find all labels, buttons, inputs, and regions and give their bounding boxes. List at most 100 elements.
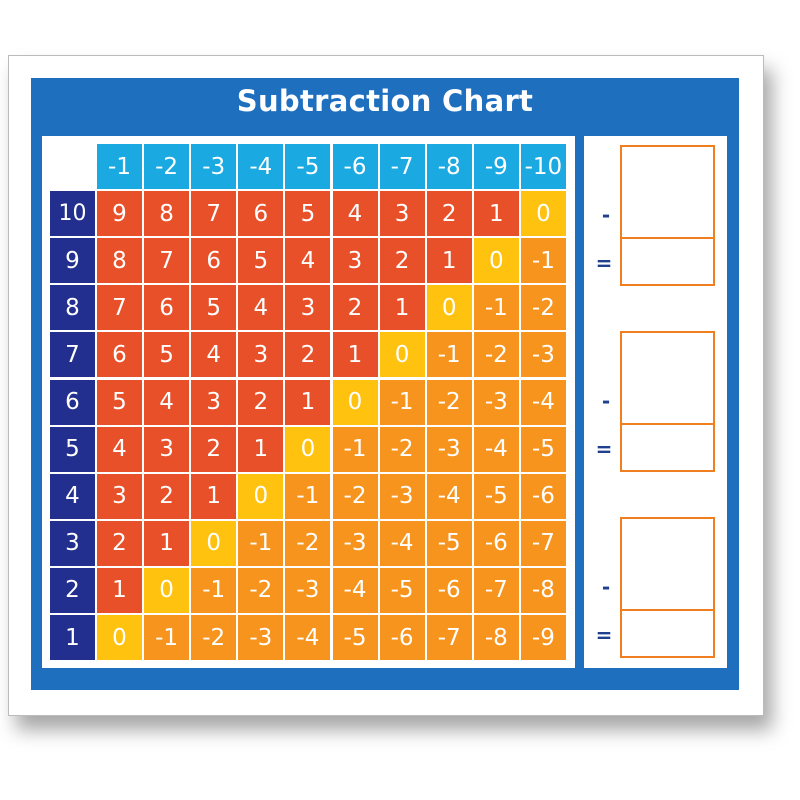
- answer-box[interactable]: [620, 378, 715, 425]
- grid-cell: 1: [144, 520, 190, 566]
- grid-cell: -2: [285, 520, 331, 566]
- grid-cell: 0: [520, 191, 566, 237]
- grid-cell: 4: [238, 285, 284, 331]
- row-header: 3: [50, 520, 95, 566]
- grid-cell: 0: [191, 520, 237, 566]
- grid-cell: -3: [285, 567, 331, 613]
- grid-cell: 2: [426, 191, 472, 237]
- grid-cell: 6: [238, 191, 284, 237]
- row-header: 6: [50, 379, 95, 425]
- grid-cell: -4: [473, 426, 519, 472]
- grid-cell: 2: [238, 379, 284, 425]
- grid-cell: 0: [285, 426, 331, 472]
- answer-box[interactable]: [620, 192, 715, 239]
- grid-cell: 4: [144, 379, 190, 425]
- grid-cell: 0: [332, 379, 378, 425]
- answer-box[interactable]: [620, 239, 715, 286]
- grid-cell: -7: [426, 615, 472, 660]
- grid-cell: 8: [97, 238, 142, 284]
- grid-cell: 1: [97, 567, 142, 613]
- grid-cell: 2: [97, 520, 142, 566]
- grid-cell: -1: [285, 473, 331, 519]
- row-header: 9: [50, 238, 95, 284]
- minus-sign: -: [601, 203, 611, 227]
- answer-box[interactable]: [620, 517, 715, 566]
- grid-cell: 1: [379, 285, 425, 331]
- row-header: 5: [50, 426, 95, 472]
- grid-cell: -2: [473, 332, 519, 378]
- grid-cell: 5: [238, 238, 284, 284]
- grid-cell: 3: [332, 238, 378, 284]
- answer-box[interactable]: [620, 564, 715, 611]
- row-header: 8: [50, 285, 95, 331]
- column-header: -1: [97, 144, 142, 189]
- grid-cell: -1: [144, 615, 190, 660]
- grid-cell: 2: [332, 285, 378, 331]
- grid-cell: -4: [332, 567, 378, 613]
- grid-cell: -2: [238, 567, 284, 613]
- grid-cell: 3: [191, 379, 237, 425]
- grid-cell: -1: [379, 379, 425, 425]
- column-header: -2: [144, 144, 190, 189]
- column-header: -8: [426, 144, 472, 189]
- grid-cell: 8: [144, 191, 190, 237]
- row-header: 1: [50, 615, 95, 660]
- grid-cell: -6: [520, 473, 566, 519]
- grid-cell: 5: [285, 191, 331, 237]
- grid-cell: -2: [426, 379, 472, 425]
- grid-cell: 0: [97, 615, 142, 660]
- grid-cell: -4: [285, 615, 331, 660]
- grid-cell: 2: [379, 238, 425, 284]
- grid-cell: 4: [332, 191, 378, 237]
- grid-cell: 3: [144, 426, 190, 472]
- grid-cell: -3: [379, 473, 425, 519]
- grid-cell: -6: [379, 615, 425, 660]
- column-header: -10: [520, 144, 566, 189]
- row-header: 2: [50, 567, 95, 613]
- grid-cell: -6: [473, 520, 519, 566]
- grid-cell: 1: [238, 426, 284, 472]
- answer-box[interactable]: [620, 611, 715, 658]
- column-header: -9: [473, 144, 519, 189]
- answer-box[interactable]: [620, 331, 715, 380]
- grid-cell: -7: [473, 567, 519, 613]
- grid-cell: -3: [238, 615, 284, 660]
- chart-title: Subtraction Chart: [236, 84, 534, 118]
- equals-sign: =: [595, 437, 613, 461]
- grid-cell: 4: [191, 332, 237, 378]
- grid-cell: 6: [97, 332, 142, 378]
- equals-sign: =: [595, 623, 613, 647]
- row-header: 4: [50, 473, 95, 519]
- grid-cell: -1: [332, 426, 378, 472]
- grid-cell: -8: [473, 615, 519, 660]
- row-header: 10: [50, 191, 95, 237]
- grid-cell: -1: [238, 520, 284, 566]
- grid-cell: 3: [238, 332, 284, 378]
- grid-cell: 0: [473, 238, 519, 284]
- grid-cell: -4: [520, 379, 566, 425]
- grid-cell: -1: [473, 285, 519, 331]
- grid-cell: -2: [332, 473, 378, 519]
- grid-cell: -1: [520, 238, 566, 284]
- answer-box[interactable]: [620, 145, 715, 194]
- grid-cell: 0: [426, 285, 472, 331]
- grid-cell: -3: [473, 379, 519, 425]
- answer-box[interactable]: [620, 425, 715, 472]
- grid-cell: -5: [520, 426, 566, 472]
- column-header: -7: [379, 144, 425, 189]
- grid-cell: 2: [285, 332, 331, 378]
- grid-cell: 5: [144, 332, 190, 378]
- grid-cell: 4: [285, 238, 331, 284]
- grid-cell: -2: [379, 426, 425, 472]
- grid-cell: 7: [191, 191, 237, 237]
- minus-sign: -: [601, 389, 611, 413]
- grid-cell: 1: [473, 191, 519, 237]
- grid-cell: -5: [473, 473, 519, 519]
- grid-cell: 0: [144, 567, 190, 613]
- equals-sign: =: [595, 251, 613, 275]
- grid-cell: 6: [191, 238, 237, 284]
- row-header: 7: [50, 332, 95, 378]
- grid-cell: -8: [520, 567, 566, 613]
- grid-cell: 1: [332, 332, 378, 378]
- grid-cell: 1: [285, 379, 331, 425]
